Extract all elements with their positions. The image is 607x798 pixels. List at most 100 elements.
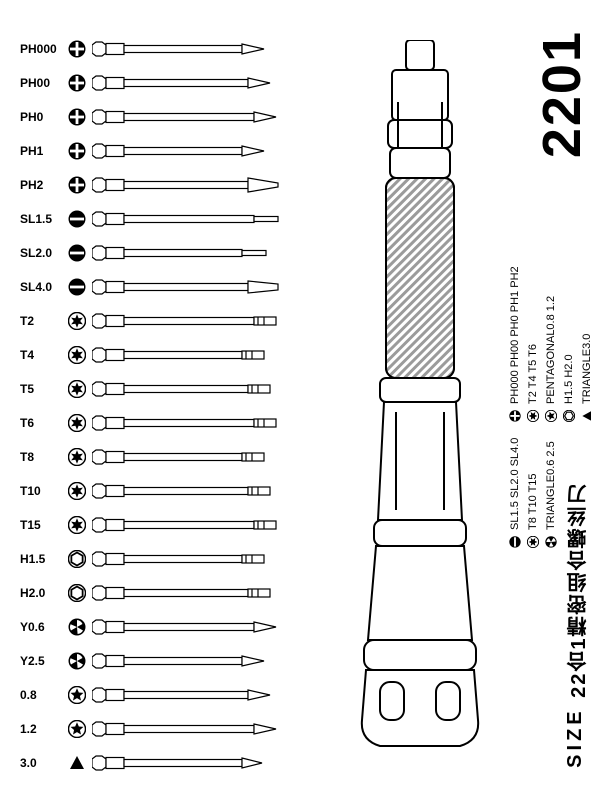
bit-label: 1.2 <box>20 722 66 736</box>
bit-shaft <box>92 346 320 364</box>
bit-label: 0.8 <box>20 688 66 702</box>
slot-icon <box>68 210 86 228</box>
phillips-icon <box>68 40 86 58</box>
legend-text: H1.5 H2.0 <box>563 354 575 404</box>
torx-icon <box>68 482 86 500</box>
bit-row: T4 <box>20 338 320 372</box>
bit-shaft <box>92 210 320 228</box>
slot-icon <box>68 278 86 296</box>
bit-row: 3.0 <box>20 746 320 780</box>
bit-row: PH1 <box>20 134 320 168</box>
legend-line: T2 T4 T5 T6 <box>527 344 539 422</box>
legend-text: PENTAGONAL0.8 1.2 <box>545 296 557 404</box>
phillips-icon <box>509 410 521 422</box>
bit-shaft <box>92 414 320 432</box>
bit-row: PH000 <box>20 32 320 66</box>
bit-label: SL2.0 <box>20 246 66 260</box>
legend-line: PENTAGONAL0.8 1.2 <box>545 296 557 422</box>
bit-shaft <box>92 40 320 58</box>
screwdriver-handle <box>350 40 490 760</box>
diagram-stage: PH000 PH00 PH0 PH1 <box>0 0 607 798</box>
bit-row: T8 <box>20 440 320 474</box>
torx-icon <box>68 346 86 364</box>
bit-shaft <box>92 278 320 296</box>
bit-label: SL4.0 <box>20 280 66 294</box>
triangle-icon <box>68 754 86 772</box>
legend-line: TRIANGLE3.0 <box>581 333 593 421</box>
bit-label: SL1.5 <box>20 212 66 226</box>
triangle-icon <box>581 410 593 422</box>
bit-label: PH2 <box>20 178 66 192</box>
legend-text: T8 T10 T15 <box>527 474 539 530</box>
bit-row: T6 <box>20 406 320 440</box>
slot-icon <box>509 536 521 548</box>
legend-text: T2 T4 T5 T6 <box>527 344 539 404</box>
slot-icon <box>68 244 86 262</box>
phillips-icon <box>68 176 86 194</box>
bit-label: T4 <box>20 348 66 362</box>
bit-label: 3.0 <box>20 756 66 770</box>
bit-row: H2.0 <box>20 576 320 610</box>
bit-row: T10 <box>20 474 320 508</box>
torx-icon <box>68 448 86 466</box>
bit-label: T6 <box>20 416 66 430</box>
bit-row: T15 <box>20 508 320 542</box>
bit-shaft <box>92 312 320 330</box>
pentalobe-icon <box>68 720 86 738</box>
legend-text: SL1.5 SL2.0 SL4.0 <box>509 438 521 530</box>
bit-label: T15 <box>20 518 66 532</box>
product-number: 2201 <box>531 30 593 158</box>
phillips-icon <box>68 108 86 126</box>
legend-text: TRIANGLE0.6 2.5 <box>545 441 557 530</box>
bit-label: H2.0 <box>20 586 66 600</box>
bit-row: H1.5 <box>20 542 320 576</box>
bit-shaft <box>92 142 320 160</box>
bit-label: Y2.5 <box>20 654 66 668</box>
bit-shaft <box>92 176 320 194</box>
bit-label: PH000 <box>20 42 66 56</box>
bit-row: 1.2 <box>20 712 320 746</box>
tri-wing-icon <box>545 536 557 548</box>
pentalobe-icon <box>545 410 557 422</box>
bit-row: SL2.0 <box>20 236 320 270</box>
legend-text: PH000 PH00 PH0 PH1 PH2 <box>509 266 521 404</box>
pentalobe-icon <box>68 686 86 704</box>
bits-column: PH000 PH00 PH0 PH1 <box>20 32 320 780</box>
torx-icon <box>68 516 86 534</box>
tri-wing-icon <box>68 618 86 636</box>
bit-row: PH00 <box>20 66 320 100</box>
bit-row: SL4.0 <box>20 270 320 304</box>
bit-row: SL1.5 <box>20 202 320 236</box>
bit-shaft <box>92 74 320 92</box>
legend-line: H1.5 H2.0 <box>563 354 575 422</box>
bit-label: H1.5 <box>20 552 66 566</box>
bit-shaft <box>92 244 320 262</box>
hex-icon <box>68 550 86 568</box>
bit-row: 0.8 <box>20 678 320 712</box>
torx-icon <box>527 536 539 548</box>
hex-icon <box>563 410 575 422</box>
title-block: SIZE 22合1精密组合螺丝刀 <box>564 482 593 768</box>
bit-shaft <box>92 720 320 738</box>
bit-row: Y0.6 <box>20 610 320 644</box>
bit-row: PH2 <box>20 168 320 202</box>
title-cn: 22合1精密组合螺丝刀 <box>564 482 593 697</box>
hex-icon <box>68 584 86 602</box>
torx-icon <box>527 410 539 422</box>
bit-row: T5 <box>20 372 320 406</box>
bit-shaft <box>92 108 320 126</box>
bit-shaft <box>92 448 320 466</box>
bit-label: Y0.6 <box>20 620 66 634</box>
legend-line: T8 T10 T15 <box>527 474 539 548</box>
bit-shaft <box>92 618 320 636</box>
tri-wing-icon <box>68 652 86 670</box>
bit-row: PH0 <box>20 100 320 134</box>
bit-shaft <box>92 652 320 670</box>
bit-shaft <box>92 482 320 500</box>
bit-label: T8 <box>20 450 66 464</box>
bit-label: T2 <box>20 314 66 328</box>
phillips-icon <box>68 142 86 160</box>
bit-label: PH00 <box>20 76 66 90</box>
bit-shaft <box>92 550 320 568</box>
torx-icon <box>68 312 86 330</box>
